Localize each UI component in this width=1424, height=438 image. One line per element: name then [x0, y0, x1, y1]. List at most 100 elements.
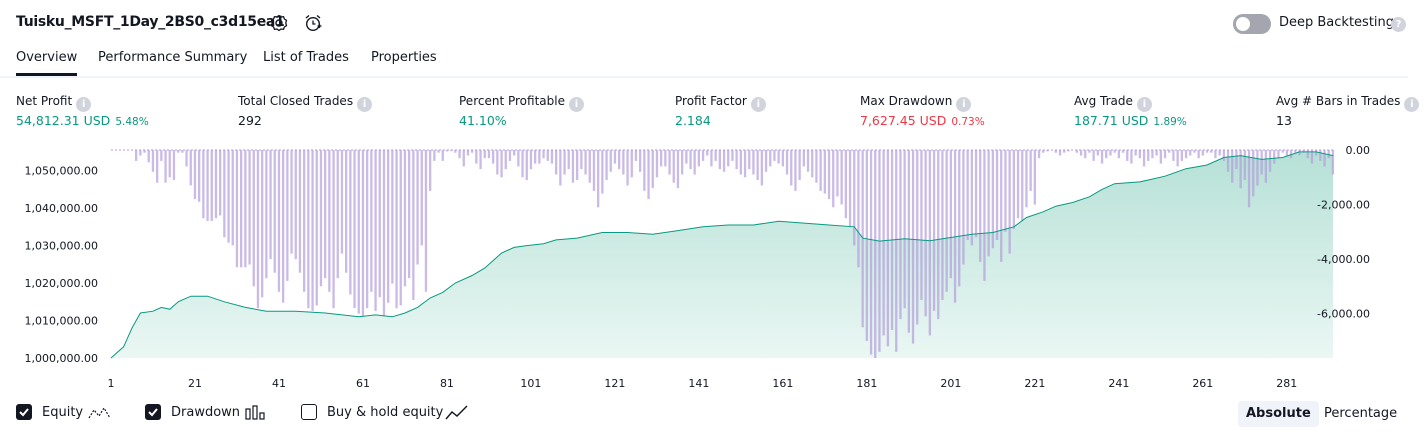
drawdown-bar: [1088, 150, 1090, 153]
drawdown-bar: [211, 150, 213, 221]
drawdown-option[interactable]: Drawdown: [145, 404, 270, 424]
drawdown-bar: [1273, 150, 1275, 164]
equity-checkbox[interactable]: [16, 404, 32, 420]
drawdown-bar: [1038, 150, 1040, 158]
drawdown-bar: [366, 150, 368, 308]
equity-drawdown-chart[interactable]: 1,050,000.00 1,040,000.00 1,030,000.00 1,02…: [0, 140, 1424, 400]
drawdown-bar: [1181, 150, 1183, 161]
drawdown-bar: [597, 150, 599, 207]
x-axis-tick: 221: [1024, 377, 1045, 390]
drawdown-bar: [429, 150, 431, 191]
absolute-button[interactable]: Absolute: [1238, 401, 1319, 427]
drawdown-bar: [698, 150, 700, 166]
drawdown-bar: [962, 150, 964, 265]
drawdown-bar: [1109, 150, 1111, 156]
drawdown-bar: [1118, 150, 1120, 158]
drawdown-bar: [1143, 150, 1145, 166]
drawdown-bar: [736, 150, 738, 169]
info-icon[interactable]: i: [357, 97, 372, 112]
drawdown-bar: [425, 150, 427, 292]
drawdown-bar: [471, 150, 473, 153]
drawdown-bar: [1298, 150, 1300, 156]
stat-total-closed-trades: Total Closed Trades i 292: [238, 93, 372, 128]
drawdown-bar: [353, 150, 355, 308]
drawdown-bar: [1294, 150, 1296, 153]
drawdown-bar: [320, 150, 322, 286]
x-axis-tick: 41: [272, 377, 286, 390]
deep-backtesting-toggle[interactable]: [1233, 14, 1271, 34]
info-icon[interactable]: i: [956, 97, 971, 112]
tab-list-of-trades[interactable]: List of Trades: [263, 50, 349, 73]
drawdown-bar: [1122, 150, 1124, 153]
stat-label-text: Avg Trade: [1074, 94, 1133, 108]
right-axis-tick: -6,000.00: [1317, 308, 1370, 321]
drawdown-bar: [820, 150, 822, 191]
drawdown-bar: [1025, 150, 1027, 207]
drawdown-bar: [664, 150, 666, 166]
drawdown-bar: [1009, 150, 1011, 254]
drawdown-bar: [551, 150, 553, 164]
drawdown-bar: [744, 150, 746, 177]
left-axis-tick: 1,020,000.00: [25, 277, 98, 290]
drawdown-bar: [1219, 150, 1221, 156]
info-icon[interactable]: i: [1137, 97, 1152, 112]
stat-value: 41.10%: [459, 113, 507, 128]
alarm-clock-icon[interactable]: [302, 12, 324, 34]
drawdown-bar: [135, 150, 137, 161]
info-icon[interactable]: i: [1404, 97, 1419, 112]
drawdown-bar: [169, 150, 171, 177]
drawdown-bar: [303, 150, 305, 292]
drawdown-bar: [391, 150, 393, 284]
drawdown-bar: [1084, 150, 1086, 158]
drawdown-bar: [257, 150, 259, 308]
drawdown-bar: [295, 150, 297, 259]
drawdown-bar: [778, 150, 780, 164]
drawdown-bar: [870, 150, 872, 355]
drawdown-bar: [1282, 150, 1284, 153]
drawdown-bar: [631, 150, 633, 177]
stat-value-row: 187.71 USD 1.89%: [1074, 113, 1187, 128]
equity-option[interactable]: Equity: [16, 404, 116, 424]
drawdown-bar: [815, 150, 817, 183]
stat-label-text: Percent Profitable: [459, 94, 565, 108]
drawdown-bar: [152, 150, 154, 172]
drawdown-bar: [1244, 150, 1246, 180]
drawdown-bar: [328, 150, 330, 292]
info-icon[interactable]: i: [76, 97, 91, 112]
tab-performance-summary[interactable]: Performance Summary: [98, 50, 247, 73]
line-series-icon: [445, 404, 469, 422]
help-icon[interactable]: ?: [1391, 17, 1406, 32]
drawdown-bar: [496, 150, 498, 175]
drawdown-bar: [841, 150, 843, 205]
tab-properties[interactable]: Properties: [371, 50, 437, 73]
drawdown-bar: [593, 150, 595, 191]
drawdown-bar: [765, 150, 767, 172]
drawdown-bar: [278, 150, 280, 292]
drawdown-bar: [668, 150, 670, 175]
buy-hold-checkbox[interactable]: [301, 404, 317, 420]
percentage-button[interactable]: Percentage: [1316, 401, 1405, 427]
info-icon[interactable]: i: [751, 97, 766, 112]
drawdown-bar: [1059, 150, 1061, 156]
drawdown-bar: [933, 150, 935, 311]
stat-max-drawdown: Max Drawdown i 7,627.45 USD 0.73%: [860, 93, 985, 128]
drawdown-bar: [311, 150, 313, 311]
drawdown-bar: [853, 150, 855, 245]
drawdown-bar: [622, 150, 624, 175]
drawdown-bar: [202, 150, 204, 218]
drawdown-bar: [1235, 150, 1237, 169]
drawdown-bar: [559, 150, 561, 186]
buy-hold-option[interactable]: Buy & hold equity: [301, 404, 471, 424]
drawdown-bar: [576, 150, 578, 180]
stat-profit-factor: Profit Factor i 2.184: [675, 93, 766, 128]
drawdown-bar: [719, 150, 721, 169]
drawdown-bar: [710, 150, 712, 166]
drawdown-bar: [479, 150, 481, 169]
drawdown-bar: [164, 150, 166, 183]
info-icon[interactable]: i: [569, 97, 584, 112]
gear-icon[interactable]: [268, 12, 290, 34]
drawdown-bar: [748, 150, 750, 169]
stat-value-row: 7,627.45 USD 0.73%: [860, 113, 985, 128]
drawdown-checkbox[interactable]: [145, 404, 161, 420]
tab-overview[interactable]: Overview: [16, 50, 77, 76]
